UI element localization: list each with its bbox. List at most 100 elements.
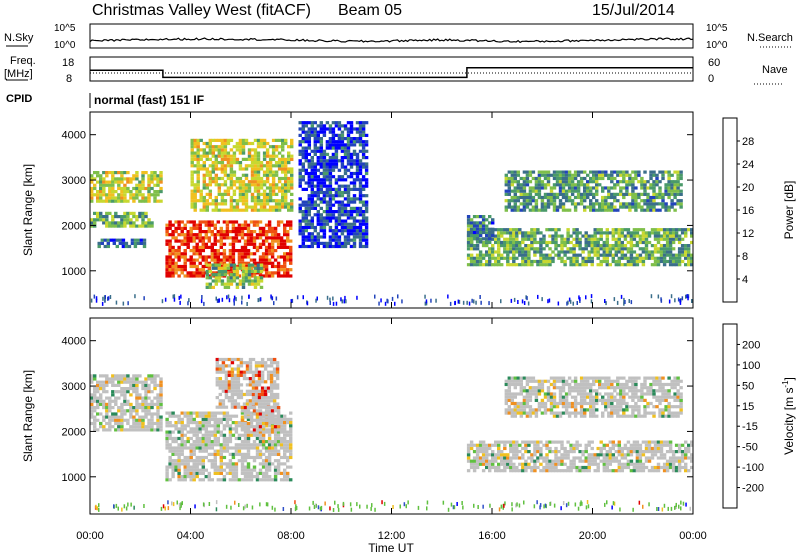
heatmap-cell bbox=[478, 230, 483, 235]
heatmap-cell bbox=[165, 261, 169, 265]
heatmap-cell bbox=[641, 256, 646, 260]
heatmap-cell bbox=[111, 215, 115, 219]
heatmap-cell bbox=[551, 256, 555, 260]
heatmap-cell bbox=[310, 219, 315, 223]
heatmap-cell bbox=[287, 186, 291, 190]
heatmap-cell bbox=[334, 133, 339, 137]
heatmap-cell bbox=[135, 224, 139, 228]
heatmap-cell bbox=[358, 219, 363, 223]
heatmap-cell bbox=[233, 399, 238, 403]
heatmap-cell bbox=[138, 402, 142, 406]
heatmap-cell bbox=[259, 297, 262, 302]
heatmap-cell bbox=[552, 192, 557, 196]
heatmap-cell bbox=[120, 393, 124, 397]
heatmap-cell bbox=[622, 195, 626, 200]
heatmap-cell bbox=[177, 446, 181, 450]
heatmap-cell bbox=[192, 459, 196, 463]
heatmap-cell bbox=[298, 127, 302, 131]
heatmap-cell bbox=[331, 175, 336, 179]
heatmap-cell bbox=[254, 367, 259, 371]
heatmap-cell bbox=[237, 452, 242, 456]
heatmap-cell bbox=[247, 141, 252, 146]
heatmap-cell bbox=[650, 253, 655, 257]
heatmap-cell bbox=[234, 462, 239, 466]
heatmap-cell bbox=[274, 186, 279, 190]
heatmap-cell bbox=[344, 295, 346, 300]
heatmap-cell bbox=[269, 399, 274, 403]
heatmap-cell bbox=[494, 234, 498, 238]
heatmap-cell bbox=[243, 239, 248, 243]
heatmap-cell bbox=[258, 452, 263, 456]
heatmap-cell bbox=[264, 268, 269, 272]
heatmap-cell bbox=[150, 177, 154, 181]
heatmap-cell bbox=[144, 393, 148, 397]
heatmap-cell bbox=[611, 259, 616, 264]
heatmap-cell bbox=[90, 374, 94, 378]
heatmap-cell bbox=[201, 440, 206, 444]
heatmap-cell bbox=[114, 196, 118, 200]
heatmap-cell bbox=[177, 421, 181, 425]
heatmap-cell bbox=[614, 250, 619, 254]
heatmap-cell bbox=[472, 224, 477, 228]
heatmap-cell bbox=[310, 168, 315, 172]
heatmap-cell bbox=[262, 173, 267, 177]
heatmap-cell bbox=[156, 383, 160, 387]
heatmap-cell bbox=[138, 396, 142, 400]
heatmap-cell bbox=[676, 199, 680, 203]
heatmap-cell bbox=[96, 402, 100, 406]
heatmap-cell bbox=[264, 271, 269, 275]
heatmap-cell bbox=[349, 137, 354, 141]
heatmap-cell bbox=[246, 226, 251, 230]
heatmap-cell bbox=[204, 233, 209, 237]
heatmap-cell bbox=[105, 196, 109, 200]
heatmap-cell bbox=[304, 187, 309, 191]
heatmap-cell bbox=[274, 161, 279, 165]
heatmap-cell bbox=[481, 218, 486, 222]
heatmap-cell bbox=[147, 180, 151, 184]
heatmap-cell bbox=[620, 256, 625, 260]
heatmap-cell bbox=[632, 228, 637, 232]
heatmap-cell bbox=[198, 226, 202, 230]
heatmap-cell bbox=[478, 237, 483, 241]
heatmap-cell bbox=[364, 168, 369, 172]
heatmap-cell bbox=[541, 297, 543, 302]
heatmap-cell bbox=[189, 239, 193, 243]
heatmap-cell bbox=[102, 425, 106, 429]
heatmap-cell bbox=[251, 399, 256, 403]
heatmap-cell bbox=[613, 297, 616, 302]
heatmap-cell bbox=[507, 180, 512, 184]
heatmap-cell bbox=[301, 216, 306, 220]
heatmap-cell bbox=[252, 443, 257, 447]
heatmap-cell bbox=[638, 228, 643, 232]
heatmap-cell bbox=[193, 183, 197, 187]
heatmap-cell bbox=[228, 459, 233, 463]
heatmap-cell bbox=[260, 373, 265, 377]
heatmap-cell bbox=[141, 396, 145, 400]
heatmap-cell bbox=[265, 167, 270, 171]
heatmap-cell bbox=[260, 405, 265, 409]
heatmap-cell bbox=[298, 206, 302, 210]
heatmap-cell bbox=[100, 241, 105, 245]
heatmap-cell bbox=[144, 196, 148, 200]
heatmap-cell bbox=[310, 194, 315, 198]
heatmap-cell bbox=[195, 264, 199, 269]
heatmap-cell bbox=[337, 143, 342, 147]
heatmap-cell bbox=[118, 241, 123, 245]
heatmap-cell bbox=[579, 297, 581, 302]
heatmap-cell bbox=[264, 462, 269, 466]
heatmap-cell bbox=[316, 296, 318, 301]
heatmap-cell bbox=[189, 236, 193, 240]
heatmap-cell bbox=[207, 417, 212, 421]
heatmap-cell bbox=[619, 186, 623, 190]
heatmap-cell bbox=[141, 399, 145, 403]
heatmap-cell bbox=[287, 167, 291, 171]
heatmap-cell bbox=[138, 215, 142, 219]
heatmap-cell bbox=[579, 195, 584, 200]
heatmap-cell bbox=[233, 405, 238, 409]
heatmap-cell bbox=[245, 392, 250, 397]
heatmap-cell bbox=[270, 412, 275, 416]
heatmap-cell bbox=[522, 195, 527, 200]
heatmap-cell bbox=[270, 249, 275, 253]
heatmap-cell bbox=[515, 250, 519, 254]
heatmap-cell bbox=[211, 263, 216, 267]
